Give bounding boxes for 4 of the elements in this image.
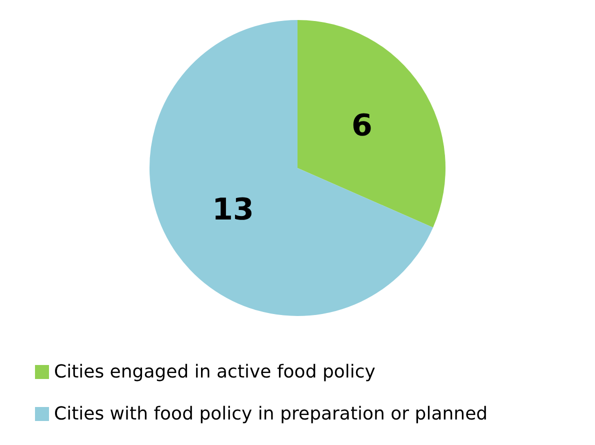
legend-label: Cities engaged in active food policy [54,362,376,382]
data-label: 13 [212,192,254,228]
data-label: 6 [352,108,372,144]
legend-label: Cities with food policy in preparation or planned [54,404,488,424]
